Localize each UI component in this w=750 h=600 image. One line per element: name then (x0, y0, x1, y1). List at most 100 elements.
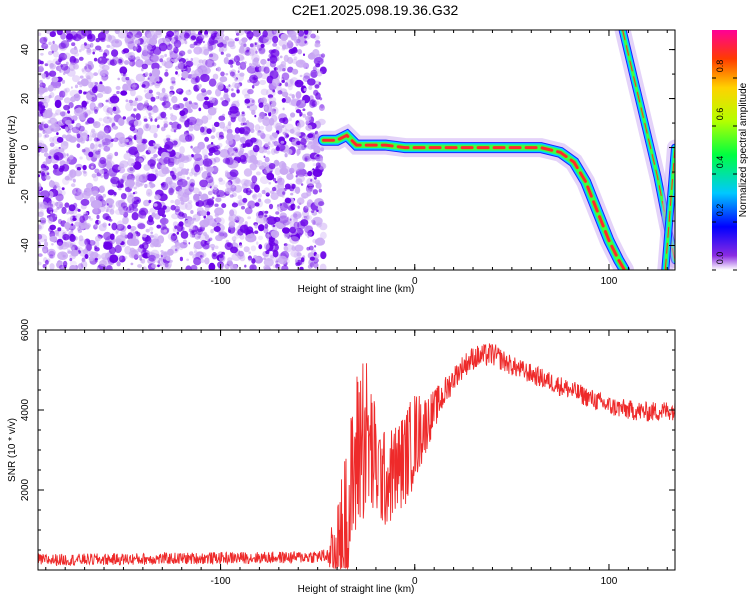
noise-blob (98, 117, 103, 122)
noise-blob (231, 202, 238, 208)
noise-blob (196, 63, 204, 73)
snr-x-axis-label: Height of straight line (km) (298, 584, 415, 595)
noise-blob (96, 93, 104, 98)
noise-blob (213, 149, 221, 156)
noise-blob (153, 203, 158, 207)
noise-blob (185, 60, 194, 67)
noise-blob (184, 219, 192, 228)
noise-blob (153, 257, 161, 263)
noise-blob (287, 39, 292, 44)
noise-blob (238, 48, 245, 54)
noise-blob (146, 36, 153, 45)
noise-blob (156, 124, 160, 129)
noise-blob (116, 90, 120, 95)
noise-blob (300, 183, 304, 186)
noise-blob (204, 204, 210, 212)
noise-blob (49, 236, 58, 243)
noise-blob (305, 124, 313, 131)
noise-blob (292, 68, 299, 75)
noise-blob (83, 66, 88, 70)
noise-blob (130, 262, 134, 266)
noise-blob (134, 173, 144, 181)
noise-blob (185, 202, 193, 211)
noise-blob (305, 115, 311, 121)
noise-blob (204, 235, 210, 240)
noise-blob (59, 96, 63, 101)
noise-blob (89, 107, 94, 114)
noise-blob (223, 88, 229, 93)
noise-blob (258, 224, 265, 232)
noise-blob (159, 65, 162, 69)
noise-blob (171, 138, 182, 148)
x-tick-label: -100 (211, 276, 231, 287)
noise-blob (229, 194, 234, 198)
noise-blob (224, 187, 232, 194)
noise-blob (75, 189, 79, 193)
noise-blob (76, 166, 81, 171)
noise-blob (287, 33, 292, 38)
noise-blob (266, 174, 274, 181)
noise-blob (112, 125, 119, 130)
noise-blob (48, 41, 52, 46)
noise-blob (318, 104, 325, 111)
noise-blob (282, 191, 286, 195)
noise-blob (258, 146, 265, 154)
noise-blob (248, 48, 255, 57)
noise-blob (170, 36, 179, 45)
noise-blob (170, 199, 175, 204)
noise-blob (306, 177, 315, 187)
noise-blob (268, 146, 271, 150)
noise-blob (38, 132, 42, 138)
noise-blob (261, 73, 269, 80)
noise-blob (300, 219, 309, 227)
noise-blob (174, 199, 181, 206)
noise-blob (99, 69, 109, 78)
noise-blob (145, 99, 149, 104)
noise-blob (210, 229, 214, 234)
noise-blob (122, 216, 129, 225)
noise-blob (179, 256, 183, 262)
noise-blob (247, 257, 252, 262)
noise-blob (153, 153, 158, 158)
noise-blob (295, 109, 302, 114)
noise-blob (257, 116, 263, 123)
noise-blob (41, 171, 45, 176)
noise-blob (312, 169, 323, 177)
noise-blob (229, 169, 239, 177)
noise-blob (284, 45, 289, 50)
noise-blob (44, 87, 49, 93)
noise-blob (94, 82, 99, 85)
noise-blob (174, 241, 180, 246)
noise-blob (228, 122, 232, 126)
noise-blob (213, 157, 221, 163)
noise-blob (69, 61, 76, 66)
noise-blob (294, 259, 298, 263)
noise-blob (241, 183, 248, 190)
noise-blob (94, 257, 98, 261)
noise-blob (184, 40, 188, 45)
noise-blob (264, 242, 270, 250)
noise-blob (141, 84, 146, 88)
noise-blob (70, 249, 79, 257)
noise-blob (70, 47, 79, 55)
noise-blob (154, 213, 161, 220)
noise-blob (97, 131, 106, 140)
noise-blob (49, 137, 54, 143)
noise-blob (295, 261, 301, 267)
noise-blob (252, 193, 258, 200)
noise-blob (248, 205, 252, 209)
noise-blob (161, 126, 165, 132)
noise-blob (304, 225, 313, 234)
noise-blob (193, 257, 202, 266)
noise-blob (188, 125, 194, 132)
noise-blob (63, 97, 71, 104)
noise-blob (320, 104, 324, 109)
noise-blob (143, 123, 152, 132)
noise-blob (127, 167, 136, 174)
noise-blob (99, 37, 106, 43)
noise-blob (269, 55, 278, 64)
noise-blob (59, 203, 63, 209)
noise-blob (74, 191, 77, 194)
noise-blob (69, 89, 80, 98)
noise-blob (38, 142, 43, 147)
